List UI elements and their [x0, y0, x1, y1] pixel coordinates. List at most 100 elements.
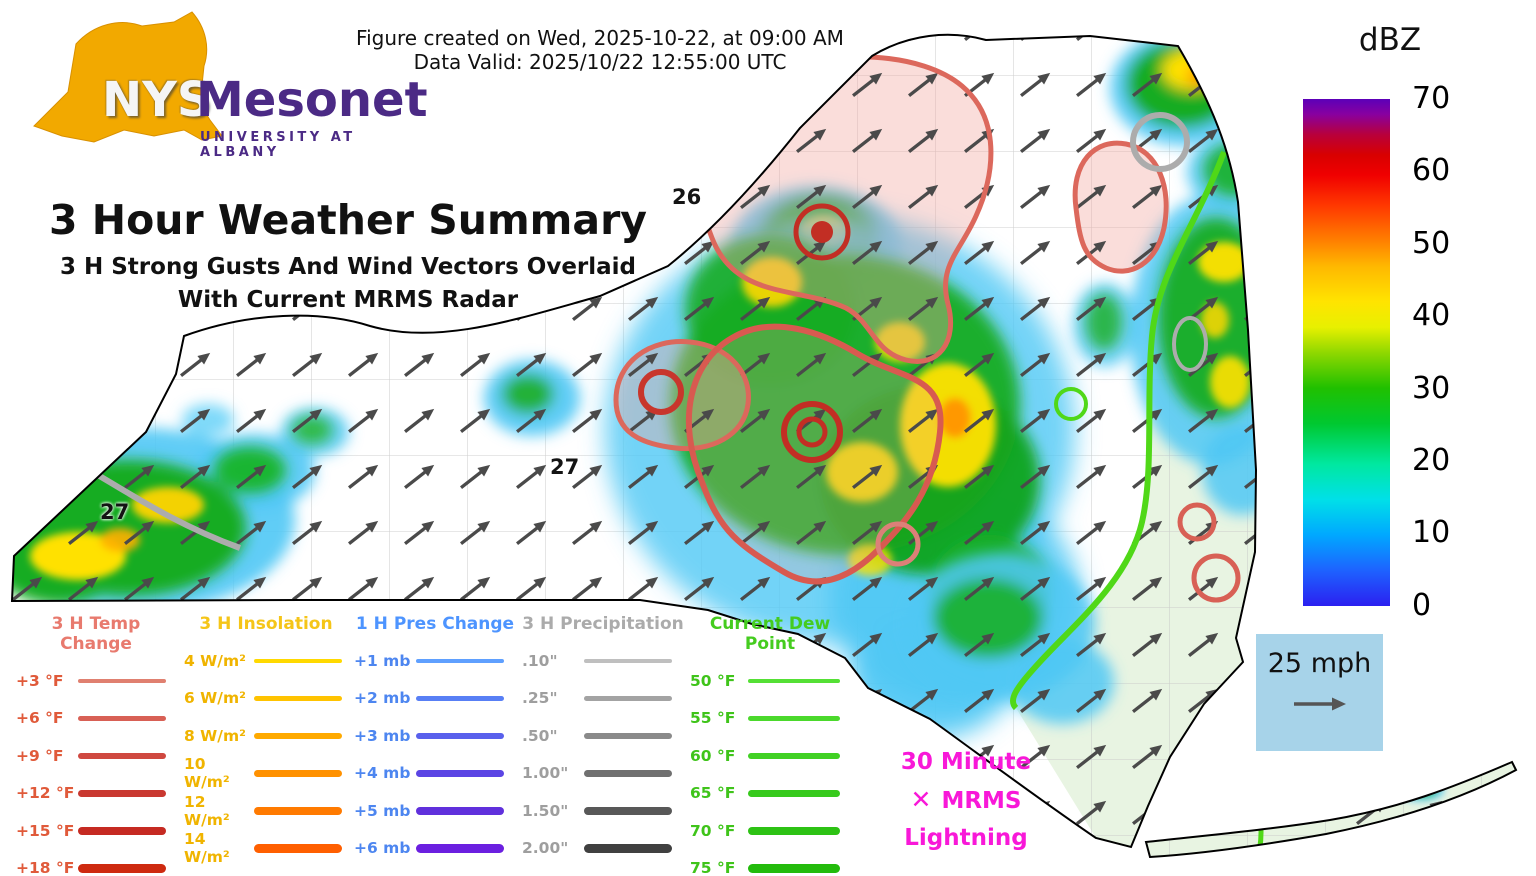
legend-row: +15 °F: [16, 812, 176, 850]
legend-row: 55 °F: [690, 700, 850, 738]
colorbar-tick-60: 60: [1412, 153, 1451, 188]
legend-header: 3 H Insolation: [199, 614, 333, 634]
wind-speed-label: 25 mph: [1267, 648, 1372, 679]
legend-line-swatch: [254, 658, 342, 663]
legend-header: 3 H Precipitation: [522, 614, 684, 634]
legend-line-swatch: [416, 843, 504, 853]
legend-column-pressure-change: 1 H Pres Change +1 mb +2 mb +3 mb +4 mb …: [354, 614, 516, 867]
legend-label: .25": [522, 689, 558, 708]
legend-row: 2.00": [522, 830, 684, 868]
legend-label: +6 °F: [16, 709, 64, 728]
legend-line-swatch: [584, 769, 672, 777]
legend-line-swatch: [416, 658, 504, 663]
legend-line-swatch: [748, 863, 840, 873]
legend-label: 8 W/m²: [184, 726, 246, 745]
wind-arrow-icon: [1293, 697, 1346, 711]
legend-line-swatch: [78, 863, 166, 873]
legend-label: 10 W/m²: [184, 755, 230, 792]
legend-label: .10": [522, 651, 558, 670]
lightning-line-1: 30 Minute: [900, 749, 1032, 775]
legend-row: 6 W/m²: [184, 680, 348, 718]
legend-label: +18 °F: [16, 859, 75, 876]
gust-label-27-central: 27: [550, 455, 580, 479]
legend-line-swatch: [748, 715, 840, 721]
legend-label: +15 °F: [16, 821, 75, 840]
legend-row: +4 mb: [354, 755, 516, 793]
colorbar-tick-30: 30: [1412, 371, 1451, 406]
legend-line-swatch: [748, 678, 840, 683]
legend-row: +9 °F: [16, 737, 176, 775]
legend-header: 3 H Temp Change: [51, 614, 141, 654]
legend-label: +1 mb: [354, 651, 411, 670]
legend-line-swatch: [254, 769, 342, 777]
legend-label: 12 W/m²: [184, 792, 230, 829]
legend-line-swatch: [254, 843, 342, 853]
legend-header: 1 H Pres Change: [355, 614, 515, 634]
legend-line-swatch: [748, 789, 840, 797]
legend-row: +2 mb: [354, 680, 516, 718]
legend-label: 50 °F: [690, 671, 736, 690]
legend-label: 70 °F: [690, 821, 736, 840]
subtitle-line-1: 3 H Strong Gusts And Wind Vectors Overla…: [59, 254, 637, 280]
legend-row: 70 °F: [690, 812, 850, 850]
legend-row: 50 °F: [690, 662, 850, 700]
gust-label-26: 26: [672, 185, 702, 209]
subtitle-line-2: With Current MRMS Radar: [177, 287, 519, 313]
temp-change-contours: [616, 57, 1241, 603]
legend-column-dew-point: Current Dew Point 50 °F 55 °F 60 °F 65 °…: [690, 614, 850, 876]
legend-row: 65 °F: [690, 775, 850, 813]
colorbar-tick-10: 10: [1412, 515, 1451, 550]
legend-line-swatch: [78, 752, 166, 759]
colorbar-tick-0: 0: [1412, 588, 1432, 623]
legend-label: 14 W/m²: [184, 830, 230, 867]
legend-row: 1.50": [522, 792, 684, 830]
legend-row: +18 °F: [16, 850, 176, 876]
colorbar-title: dBZ: [1358, 22, 1422, 58]
legend-label: 55 °F: [690, 709, 736, 728]
legend-line-swatch: [584, 658, 672, 663]
legend-line-swatch: [78, 826, 166, 835]
legend-row: 8 W/m²: [184, 717, 348, 755]
legend-label: 2.00": [522, 839, 569, 858]
legend-line-swatch: [416, 769, 504, 777]
legend-header: Current Dew Point: [709, 614, 831, 654]
colorbar-tick-20: 20: [1412, 443, 1451, 478]
legend-line-swatch: [584, 695, 672, 701]
legend-label: +3 °F: [16, 671, 64, 690]
legend-line-swatch: [78, 678, 166, 683]
legend-row: +6 °F: [16, 700, 176, 738]
legend-row: .10": [522, 642, 684, 680]
ny-state-logo-shape: [33, 11, 223, 143]
legend-row: .50": [522, 717, 684, 755]
legend-label: 1.00": [522, 764, 569, 783]
gust-label-27-west: 27: [100, 500, 130, 524]
legend-row: 14 W/m²: [184, 830, 348, 868]
data-valid-line: Data Valid: 2025/10/22 12:55:00 UTC: [413, 50, 787, 74]
legend-line-swatch: [416, 732, 504, 739]
legend-label: 60 °F: [690, 746, 736, 765]
legend-column-insolation: 3 H Insolation 4 W/m² 6 W/m² 8 W/m² 10 W…: [184, 614, 348, 867]
page-title: 3 Hour Weather Summary: [48, 196, 648, 244]
legend-label: 4 W/m²: [184, 651, 246, 670]
legend-line-swatch: [416, 695, 504, 701]
lightning-legend: 30 Minute ✕ MRMS Lightning: [866, 744, 1066, 857]
legend-row: 60 °F: [690, 737, 850, 775]
legend-label: 65 °F: [690, 784, 736, 803]
dbz-colorbar: [1303, 99, 1390, 606]
legend-line-swatch: [254, 732, 342, 739]
legend-row: 4 W/m²: [184, 642, 348, 680]
legend-line-swatch: [78, 715, 166, 721]
legend-row: +5 mb: [354, 792, 516, 830]
logo-university-text: UNIVERSITY AT ALBANY: [200, 130, 356, 160]
lightning-mrms-text: MRMS: [941, 788, 1022, 814]
legend-line-swatch: [584, 732, 672, 739]
legend-row: +6 mb: [354, 830, 516, 868]
legend-label: +6 mb: [354, 839, 411, 858]
legend-column-precipitation: 3 H Precipitation .10" .25" .50" 1.00" 1…: [522, 614, 684, 867]
colorbar-tick-70: 70: [1412, 81, 1451, 116]
legend-line-swatch: [254, 806, 342, 815]
legend-label: 75 °F: [690, 859, 736, 876]
legend-label: +2 mb: [354, 689, 411, 708]
legend-row: +12 °F: [16, 775, 176, 813]
